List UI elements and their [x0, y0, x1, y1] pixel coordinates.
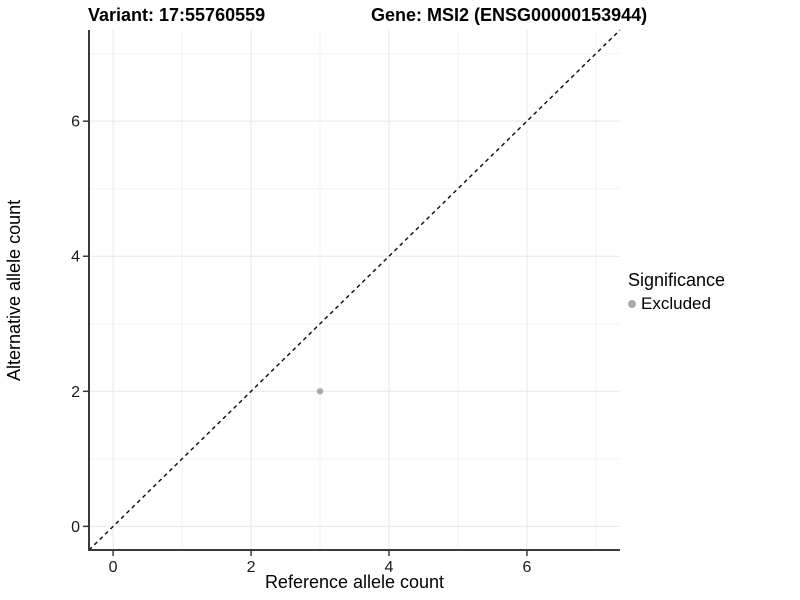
- y-axis-title: Alternative allele count: [4, 199, 24, 381]
- plot-title-variant: Variant: 17:55760559: [88, 5, 266, 25]
- y-tick-label: 2: [71, 384, 80, 401]
- legend: Significance Excluded: [628, 270, 725, 314]
- y-tick-label: 6: [71, 114, 80, 131]
- x-tick-label: 6: [522, 559, 531, 576]
- x-axis-title: Reference allele count: [264, 572, 445, 592]
- plot-title-gene: Gene: MSI2 (ENSG00000153944): [371, 5, 648, 25]
- data-point: [316, 388, 324, 395]
- legend-item-label: Excluded: [641, 294, 711, 313]
- x-tick-label: 0: [109, 559, 118, 576]
- legend-title: Significance: [628, 270, 726, 290]
- y-tick-label: 4: [71, 249, 80, 266]
- identity-dashed-line: [88, 29, 621, 551]
- legend-item-excluded: Excluded: [628, 294, 725, 314]
- x-tick-label: 4: [385, 559, 394, 576]
- y-tick-label: 0: [71, 519, 80, 536]
- x-tick-label: 2: [247, 559, 256, 576]
- legend-key-dot-icon: [628, 300, 636, 308]
